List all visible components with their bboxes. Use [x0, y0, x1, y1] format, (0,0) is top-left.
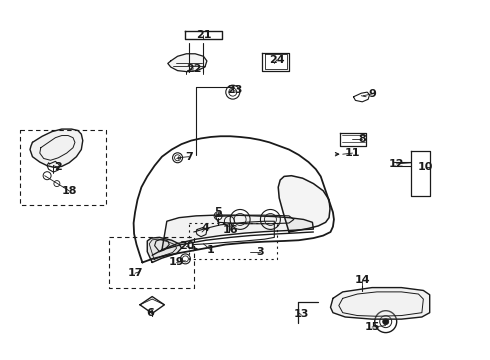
Text: 24: 24 — [269, 55, 285, 65]
Text: 22: 22 — [186, 64, 201, 74]
Text: 8: 8 — [358, 134, 366, 144]
Text: 3: 3 — [256, 247, 264, 257]
Text: 7: 7 — [185, 152, 193, 162]
Text: 11: 11 — [345, 148, 360, 158]
Text: 14: 14 — [354, 275, 370, 285]
Text: 13: 13 — [294, 310, 309, 319]
Polygon shape — [278, 176, 330, 232]
Text: 18: 18 — [61, 186, 77, 196]
Text: 23: 23 — [227, 85, 243, 95]
Text: 17: 17 — [127, 268, 143, 278]
Text: 9: 9 — [368, 89, 376, 99]
Text: 16: 16 — [222, 225, 238, 235]
Text: 1: 1 — [207, 245, 215, 255]
Text: 21: 21 — [196, 30, 211, 40]
Text: 19: 19 — [169, 257, 184, 267]
Polygon shape — [162, 215, 314, 250]
Text: 20: 20 — [179, 241, 194, 251]
Polygon shape — [331, 288, 430, 319]
Text: 2: 2 — [54, 162, 62, 172]
Text: 6: 6 — [146, 308, 154, 318]
Circle shape — [383, 319, 389, 325]
Text: 15: 15 — [365, 322, 380, 332]
Text: 4: 4 — [202, 224, 210, 233]
Text: 10: 10 — [418, 162, 434, 172]
Text: 12: 12 — [389, 159, 404, 169]
Text: 5: 5 — [214, 207, 222, 217]
Polygon shape — [168, 54, 207, 72]
Polygon shape — [147, 237, 181, 262]
Polygon shape — [30, 129, 83, 167]
